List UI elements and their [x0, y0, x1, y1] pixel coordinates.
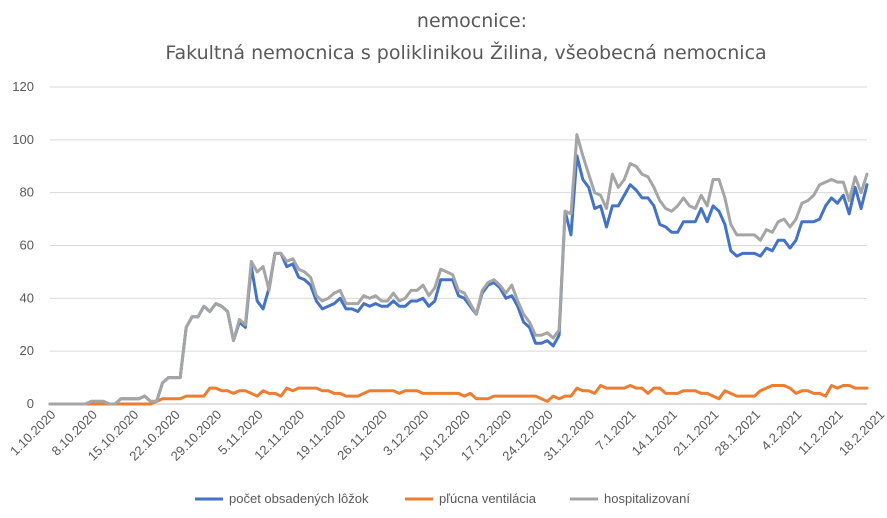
y-tick-label: 100	[12, 132, 34, 147]
series-line-2	[48, 384, 869, 406]
legend-label-3: hospitalizovaní	[604, 491, 690, 506]
legend-label-1: počet obsadených lôžok	[229, 491, 369, 506]
y-tick-label: 20	[20, 343, 34, 358]
x-tick-label: 28.1.2021	[712, 407, 764, 459]
chart-title-line-2: Fakultná nemocnica s poliklinikou Žilina…	[165, 41, 766, 64]
x-tick-label: 18.2.2021	[836, 407, 887, 459]
x-axis-ticks: 1.10.20208.10.202015.10.202022.10.202029…	[7, 407, 887, 464]
y-tick-label: 120	[12, 79, 34, 94]
chart-title-line-1: nemocnice:	[417, 10, 527, 32]
y-tick-label: 40	[20, 290, 34, 305]
legend-label-2: pľúcna ventilácia	[439, 491, 537, 506]
series-lines	[48, 133, 869, 406]
y-tick-label: 80	[20, 185, 34, 200]
series-line-3	[48, 133, 869, 406]
y-tick-label: 0	[27, 396, 34, 411]
y-tick-label: 60	[20, 238, 34, 253]
y-axis-ticks: 0 20 40 60 80 100 120	[12, 79, 34, 411]
legend: počet obsadených lôžok pľúcna ventilácia h…	[195, 491, 690, 506]
gridlines	[50, 86, 867, 405]
